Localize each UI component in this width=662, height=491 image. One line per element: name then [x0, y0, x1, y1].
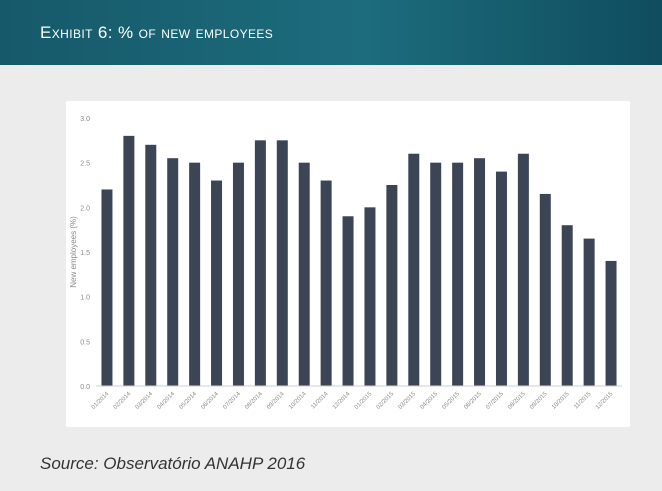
bar: [561, 225, 573, 386]
x-tick-label: 07/2015: [485, 391, 505, 411]
y-tick-label: 1.5: [80, 250, 90, 257]
bars-group: [101, 135, 617, 386]
y-tick-label: 1.0: [80, 295, 90, 302]
x-tick-label: 09/2014: [266, 391, 286, 411]
x-tick-label: 08/2014: [244, 391, 264, 411]
bar: [342, 216, 354, 386]
bar: [320, 180, 332, 386]
y-tick-label: 3.0: [80, 116, 90, 123]
exhibit-title: Exhibit 6: % of new employees: [40, 22, 274, 42]
y-tick-label: 2.0: [80, 205, 90, 212]
bar: [452, 162, 464, 386]
bar: [583, 238, 595, 386]
bar: [101, 189, 113, 386]
x-tick-label: 03/2015: [398, 391, 418, 411]
x-tick-label: 09/2015: [529, 391, 549, 411]
x-tick-label: 02/2014: [113, 391, 133, 411]
y-tick-label: 2.5: [80, 161, 90, 168]
x-tick-label: 05/2014: [178, 391, 198, 411]
bar: [167, 158, 179, 386]
bar: [605, 260, 617, 386]
bar: [474, 158, 486, 386]
bar: [123, 135, 135, 386]
x-tick-label: 08/2015: [507, 391, 527, 411]
bar: [254, 140, 266, 386]
x-tick-label: 06/2014: [200, 391, 220, 411]
bar: [364, 207, 376, 386]
y-axis-label: New employees (%): [69, 216, 78, 288]
bar-chart: 0.00.51.01.52.02.53.0 01/2014 02/2014 03/2…: [69, 116, 622, 411]
x-tick-label: 10/2014: [288, 391, 308, 411]
bar: [539, 193, 551, 386]
bar: [276, 140, 288, 386]
bar: [386, 185, 398, 386]
chart-panel: 0.0 0.5 1.0 1.5 2.0 2.5 3.0 01/2014 02/2014 03/2…: [66, 101, 630, 427]
bar: [517, 153, 529, 386]
bar: [298, 162, 310, 386]
bar: [232, 162, 244, 386]
source-note: Source: Observatório ANAHP 2016: [40, 454, 306, 473]
y-tick-label: 0.5: [80, 339, 90, 346]
bar: [495, 171, 507, 386]
x-tick-label: 06/2015: [463, 391, 483, 411]
exhibit-header: Exhibit 6: % of new employees: [0, 0, 662, 65]
bar: [189, 162, 201, 386]
x-axis: 01/2014 02/2014 03/2014 04/2014 05/2014 06/20…: [91, 391, 615, 411]
x-tick-label: 03/2014: [135, 391, 155, 411]
x-tick-label: 07/2014: [222, 391, 242, 411]
x-tick-label: 10/2015: [551, 391, 571, 411]
x-tick-label: 04/2015: [420, 391, 440, 411]
bar: [211, 180, 223, 386]
bar: [145, 144, 157, 386]
x-tick-label: 12/2015: [595, 391, 615, 411]
x-tick-label: 11/2014: [310, 391, 330, 411]
x-tick-label: 05/2015: [441, 391, 461, 411]
bar: [408, 153, 420, 386]
x-tick-label: 01/2014: [91, 391, 111, 411]
y-tick-label: 0.0: [80, 384, 90, 391]
x-tick-label: 12/2014: [332, 391, 352, 411]
x-tick-label: 11/2015: [573, 391, 593, 411]
y-axis: 0.0 0.5 1.0 1.5 2.0 2.5 3.0: [80, 116, 90, 391]
x-tick-label: 04/2014: [157, 391, 177, 411]
bar: [430, 162, 442, 386]
x-tick-label: 01/2015: [354, 391, 374, 411]
x-tick-label: 02/2015: [376, 391, 396, 411]
